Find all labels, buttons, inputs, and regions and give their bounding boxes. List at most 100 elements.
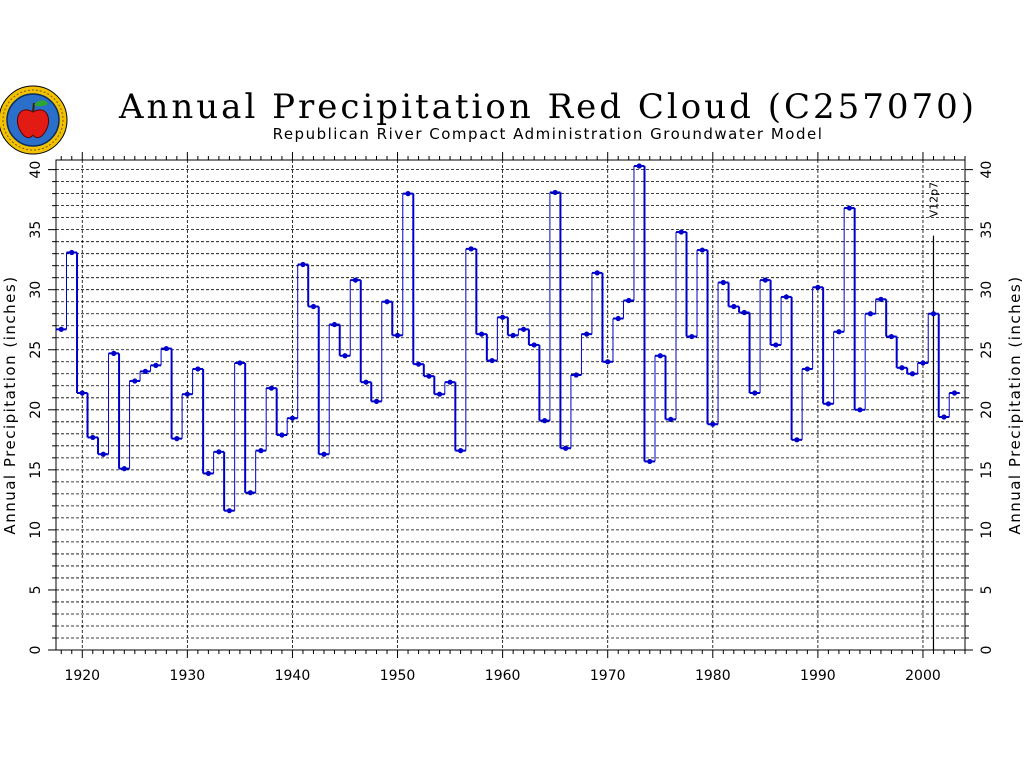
y-tick-label: 0 [979, 646, 995, 655]
y-tick-label: 5 [979, 585, 995, 594]
data-point [563, 445, 569, 451]
data-point [773, 342, 779, 348]
data-point [426, 373, 432, 379]
data-point [951, 390, 958, 396]
data-point [331, 321, 338, 328]
data-point [668, 416, 674, 423]
data-point [888, 333, 895, 340]
data-point [321, 451, 327, 457]
data-point [836, 329, 842, 335]
data-point [857, 407, 863, 413]
y-tick-label: 25 [28, 341, 44, 359]
data-point [342, 353, 348, 359]
data-point [268, 385, 275, 391]
chart-title: Annual Precipitation Red Cloud (C257070) [118, 87, 977, 127]
plot-frame [55, 159, 966, 651]
data-point [405, 191, 411, 197]
y-tick-label: 20 [979, 401, 995, 419]
data-point [699, 247, 705, 253]
data-point [815, 284, 821, 290]
data-point [573, 372, 579, 378]
data-point [69, 249, 75, 256]
x-tick-label: 1930 [170, 668, 206, 684]
y-axis-left: 0 5 10 15 20 25 30 35 40 [28, 161, 56, 655]
data-point [878, 296, 884, 302]
x-tick-label: 1980 [695, 668, 731, 684]
y-tick-label: 5 [28, 585, 44, 594]
annotation-label: V12p7 [927, 182, 940, 218]
y-axis-label-left: Annual Precipitation (inches) [1, 275, 19, 534]
y-tick-label: 0 [28, 646, 44, 655]
data-point [605, 359, 611, 365]
data-point [678, 229, 684, 235]
data-point [542, 418, 548, 424]
x-tick-label: 1970 [590, 668, 626, 684]
data-point [447, 379, 453, 385]
x-axis: 1920 1930 1940 1950 1960 1970 1980 1990 2000 [60, 152, 966, 684]
data-point [121, 466, 127, 472]
data-point [90, 434, 96, 441]
y-tick-label: 10 [28, 521, 44, 539]
data-point [216, 449, 222, 455]
data-point [226, 508, 232, 514]
data-point [720, 279, 726, 286]
data-point [500, 314, 506, 320]
x-tick-label: 1920 [64, 668, 100, 684]
data-point [636, 163, 642, 169]
data-point [920, 360, 926, 366]
y-tick-label: 10 [979, 521, 995, 539]
y-tick-label: 20 [28, 401, 44, 419]
data-point [594, 270, 600, 276]
data-point [310, 303, 317, 310]
data-point [752, 390, 758, 396]
data-point [363, 379, 369, 385]
data-point [373, 398, 380, 404]
x-tick-label: 1940 [275, 668, 311, 684]
data-point [142, 368, 148, 374]
state-seal-logo [0, 85, 68, 155]
data-point [825, 401, 831, 407]
data-point [415, 361, 422, 367]
y-axis-right: 0 5 10 15 20 25 30 35 40 [965, 161, 995, 655]
data-point [258, 448, 264, 454]
y-axis-label-right: Annual Precipitation (inches) [1006, 275, 1024, 534]
data-point [846, 205, 853, 211]
x-tick-label: 1960 [485, 668, 521, 684]
data-point [163, 345, 169, 352]
data-point [689, 333, 695, 340]
data-point [489, 357, 495, 364]
data-point [100, 451, 106, 457]
y-tick-label: 15 [28, 461, 44, 479]
data-point [657, 353, 663, 359]
data-point [521, 326, 527, 332]
chart-subtitle: Republican River Compact Administration … [273, 125, 824, 143]
data-point [205, 470, 211, 477]
data-point [394, 332, 401, 338]
data-point [132, 378, 138, 384]
y-tick-label: 25 [979, 341, 995, 359]
precipitation-series [56, 163, 960, 514]
data-point [731, 303, 737, 310]
data-point [531, 342, 537, 348]
x-tick-label: 1990 [800, 668, 836, 684]
data-point [352, 277, 359, 283]
data-point [247, 490, 254, 496]
data-point [783, 294, 789, 300]
data-point [909, 371, 916, 377]
data-point [184, 391, 190, 397]
annotation: V12p7 [927, 182, 940, 650]
data-point [384, 299, 390, 305]
data-point [626, 297, 632, 304]
data-point [237, 360, 243, 366]
data-point [804, 366, 810, 372]
data-point [899, 365, 905, 371]
data-point [510, 332, 516, 338]
data-point [457, 448, 464, 454]
data-point [647, 458, 653, 465]
data-point [279, 432, 285, 438]
y-tick-label: 40 [28, 161, 44, 179]
data-point [615, 315, 621, 322]
data-point [436, 391, 443, 397]
data-point [174, 436, 180, 442]
